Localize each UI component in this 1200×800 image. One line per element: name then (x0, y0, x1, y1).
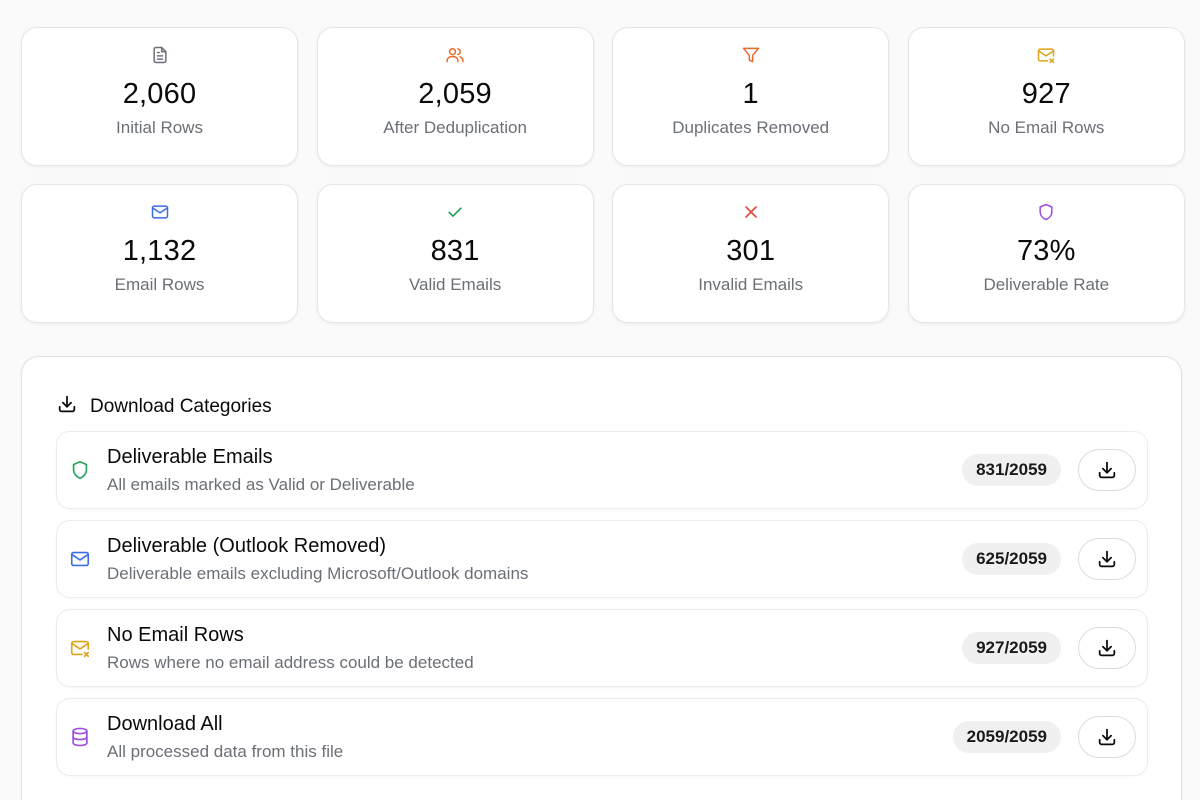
stat-label: Initial Rows (116, 118, 203, 137)
stat-value: 73% (1016, 235, 1076, 267)
panel-title: Download Categories (90, 395, 272, 417)
download-icon (1098, 728, 1116, 746)
stat-value: 2,060 (122, 78, 197, 110)
stat-value: 1 (742, 78, 759, 110)
stat-label: After Deduplication (383, 118, 527, 137)
mail-icon (69, 548, 91, 570)
stat-label: Invalid Emails (698, 275, 804, 294)
download-item-title: Deliverable (Outlook Removed) (107, 535, 387, 557)
stat-value: 1,132 (122, 235, 197, 267)
mail-icon (149, 201, 171, 223)
stat-card-deliverable-rate: 73% Deliverable Rate (907, 184, 1185, 323)
stat-value: 301 (726, 235, 776, 267)
stat-label: No Email Rows (988, 118, 1105, 137)
document-icon (149, 44, 171, 66)
download-item-description: Rows where no email address could be det… (107, 653, 474, 672)
stat-card-email-rows: 1,132 Email Rows (21, 184, 298, 323)
download-button[interactable] (1078, 538, 1136, 580)
stat-card-after-deduplication: 2,059 After Deduplication (316, 27, 594, 166)
download-item-download-all: Download All All processed data from thi… (56, 698, 1148, 776)
stat-card-invalid-emails: 301 Invalid Emails (612, 184, 890, 323)
count-badge: 927/2059 (962, 632, 1061, 664)
stat-label: Valid Emails (408, 275, 502, 294)
shield-icon (69, 459, 91, 481)
stats-grid: 2,060 Initial Rows 2,059 After Deduplica… (21, 27, 1185, 323)
download-item-description: Deliverable emails excluding Microsoft/O… (107, 564, 529, 583)
download-categories-panel: Download Categories Deliverable Emails A… (21, 356, 1182, 800)
download-item-title: No Email Rows (107, 624, 244, 646)
mail-x-icon (1035, 44, 1057, 66)
download-item-deliverable-outlook-removed: Deliverable (Outlook Removed) Deliverabl… (56, 520, 1148, 598)
download-item-no-email-rows: No Email Rows Rows where no email addres… (56, 609, 1148, 687)
mail-x-icon (69, 637, 91, 659)
count-badge: 625/2059 (962, 543, 1061, 575)
count-badge: 2059/2059 (952, 721, 1061, 753)
filter-icon (740, 44, 762, 66)
check-icon (444, 201, 466, 223)
stat-card-initial-rows: 2,060 Initial Rows (21, 27, 298, 166)
count-badge: 831/2059 (962, 454, 1061, 486)
download-item-description: All emails marked as Valid or Deliverabl… (107, 475, 415, 494)
database-icon (69, 726, 91, 748)
x-icon (740, 201, 762, 223)
download-icon (1098, 461, 1116, 479)
panel-header: Download Categories (56, 393, 272, 420)
stat-value: 831 (430, 235, 480, 267)
stat-value: 927 (1021, 78, 1071, 110)
download-item-deliverable-emails: Deliverable Emails All emails marked as … (56, 431, 1148, 509)
stat-card-valid-emails: 831 Valid Emails (316, 184, 594, 323)
users-icon (444, 44, 466, 66)
download-button[interactable] (1078, 449, 1136, 491)
stat-value: 2,059 (418, 78, 492, 110)
download-item-title: Deliverable Emails (107, 446, 273, 468)
download-icon (1098, 639, 1116, 657)
stat-label: Duplicates Removed (672, 118, 830, 137)
stat-label: Deliverable Rate (983, 275, 1110, 294)
download-button[interactable] (1078, 627, 1136, 669)
stat-card-no-email-rows: 927 No Email Rows (907, 27, 1185, 166)
stat-card-duplicates-removed: 1 Duplicates Removed (612, 27, 890, 166)
download-item-title: Download All (107, 713, 223, 735)
download-icon (56, 393, 78, 420)
download-icon (1098, 550, 1116, 568)
download-button[interactable] (1078, 716, 1136, 758)
download-item-description: All processed data from this file (107, 742, 344, 761)
shield-icon (1035, 201, 1057, 223)
stat-label: Email Rows (114, 275, 205, 294)
